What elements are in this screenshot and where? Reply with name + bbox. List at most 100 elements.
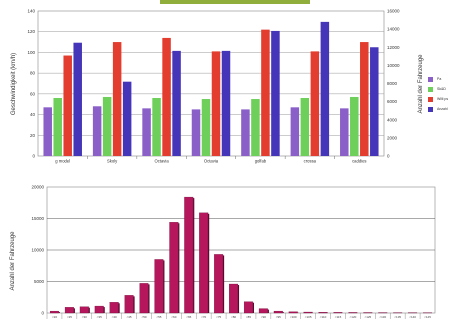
chart2-category-label: <140	[409, 315, 416, 319]
chart1-bar-2	[300, 98, 310, 156]
chart1-right-tick-label: 10000	[387, 63, 400, 68]
chart1-right-ticks: 0 2000 4000 6000 8000 10000 12000 14000 16000	[387, 9, 400, 159]
chart2-bar	[258, 308, 268, 314]
chart2-category-label: <80	[231, 315, 236, 319]
top-band	[0, 0, 458, 5]
chart-speed-by-model: 0 20 40 60 80 100 120 140 0 2000 4000 6000 8000 1000…	[11, 9, 424, 164]
chart1-right-tick-label: 8000	[387, 81, 398, 86]
chart2-bar-shadow	[133, 296, 135, 313]
olive-accent	[160, 0, 310, 4]
chart1-left-tick-label: 0	[32, 154, 35, 159]
chart2-bar	[348, 312, 358, 314]
chart1-right-tick-label: 0	[387, 154, 390, 159]
chart2-bar-shadow	[282, 312, 284, 313]
chart1-bar-1	[43, 107, 52, 156]
chart2-bar	[333, 312, 343, 314]
chart2-category-label: <110	[320, 315, 327, 319]
legend-label: Pa	[437, 77, 442, 81]
chart2-category-label: <50	[141, 315, 146, 319]
chart1-left-tick-label: 80	[30, 71, 36, 76]
chart2-bar-shadow	[178, 223, 180, 313]
chart2-ticks: 0 5000 10000 15000 20000	[31, 185, 44, 316]
chart2-bar	[288, 311, 298, 314]
chart1-category-label: Skoly	[107, 159, 118, 164]
chart2-bar	[199, 212, 209, 314]
chart1-bar-4	[122, 81, 132, 156]
chart2-category-label: <40	[112, 315, 117, 319]
chart1-bar-3	[162, 37, 171, 156]
chart1-bar-4	[73, 42, 82, 156]
chart2-tick-label: 15000	[31, 216, 44, 221]
chart2-bar-shadow	[103, 307, 105, 313]
chart1-bar-4	[221, 50, 231, 156]
chart2-bar	[64, 307, 74, 314]
chart2-bar	[214, 254, 224, 314]
chart1-category-label: Octavia	[204, 159, 219, 164]
chart2-bar	[318, 312, 328, 314]
chart2-bar	[94, 305, 104, 314]
chart2-bar	[169, 222, 179, 314]
legend-swatch	[428, 96, 433, 102]
chart1-bar-2	[102, 96, 112, 156]
legend-label: Willi ps	[437, 97, 449, 101]
chart1-bar-3	[211, 51, 221, 157]
chart2-bar	[303, 311, 313, 314]
chart2-bar	[124, 295, 134, 314]
chart2-bar	[184, 196, 194, 314]
chart2-bar-shadow	[163, 260, 165, 313]
legend-swatch	[428, 106, 433, 112]
chart2-category-label: <90	[261, 315, 266, 319]
chart2-category-label: <30	[82, 315, 87, 319]
chart2-tick-label: 5000	[34, 279, 45, 284]
chart1-bar-3	[261, 29, 270, 157]
chart1-bar-3	[63, 55, 72, 156]
chart1-left-tick-label: 20	[30, 133, 36, 138]
legend-label: Anzahl	[437, 107, 448, 111]
chart1-bar-1	[92, 106, 102, 156]
chart1-legend: Pa Sk&D Willi ps Anzahl	[428, 74, 458, 114]
chart1-ylabel-right: Anzahl der Fahrzeuge	[418, 54, 424, 114]
chart2-category-label: <55	[156, 315, 161, 319]
chart2-category-label: <95	[276, 315, 281, 319]
chart2-category-labels: <20 <25 <30 <35 <40 <45 <50 <55 <60 <65 <70 <75 <80 <…	[52, 315, 431, 319]
chart2-tick-label: 20000	[31, 185, 44, 190]
chart2-tick-label: 0	[41, 311, 44, 316]
chart2-bar-shadow	[118, 303, 120, 313]
chart1-right-tick-label: 4000	[387, 117, 398, 122]
chart1-left-tick-label: 100	[27, 50, 35, 55]
chart1-bar-3	[310, 51, 320, 157]
chart2-bar-shadow	[193, 198, 195, 313]
chart1-ylabel: Geschwindigkeit (km/h)	[11, 53, 17, 115]
chart1-category-labels: g model Skoly Octavia Octavia golfab crossa ca…	[55, 159, 366, 164]
chart1-left-tick-label: 40	[30, 112, 36, 117]
chart1-right-tick-label: 2000	[387, 135, 398, 140]
chart1-left-tick-label: 140	[27, 9, 35, 14]
chart1-right-tick-label: 14000	[387, 27, 400, 32]
chart2-bar-shadow	[208, 213, 210, 313]
chart2-bar-shadow	[148, 284, 150, 313]
chart2-bar-shadow	[237, 285, 240, 313]
chart1-bar-2	[350, 96, 359, 156]
chart1-right-tick-label: 16000	[387, 9, 400, 14]
chart2-category-label: <145	[424, 315, 431, 319]
chart2-bar	[79, 306, 89, 314]
chart2-bar	[273, 310, 283, 314]
chart1-bar-4	[172, 50, 181, 156]
chart2-category-label: <100	[290, 315, 297, 319]
chart2-category-label: <120	[350, 315, 357, 319]
chart2-category-label: <25	[67, 315, 72, 319]
chart1-plot-background	[37, 10, 385, 157]
chart2-category-label: <70	[201, 315, 206, 319]
chart1-bar-3	[360, 42, 369, 157]
chart2-category-label: <135	[394, 315, 401, 319]
chart1-left-ticks: 0 20 40 60 80 100 120 140	[27, 9, 35, 159]
chart2-gridlines	[46, 218, 435, 319]
chart1-bar-1	[191, 109, 201, 156]
chart1-category-label: caddies	[352, 159, 366, 164]
chart2-category-label: <75	[216, 315, 221, 319]
chart2-bar	[243, 301, 253, 314]
chart1-bar-1	[142, 108, 151, 156]
chart2-category-label: <20	[52, 315, 57, 319]
chart2-category-label: <125	[364, 315, 371, 319]
